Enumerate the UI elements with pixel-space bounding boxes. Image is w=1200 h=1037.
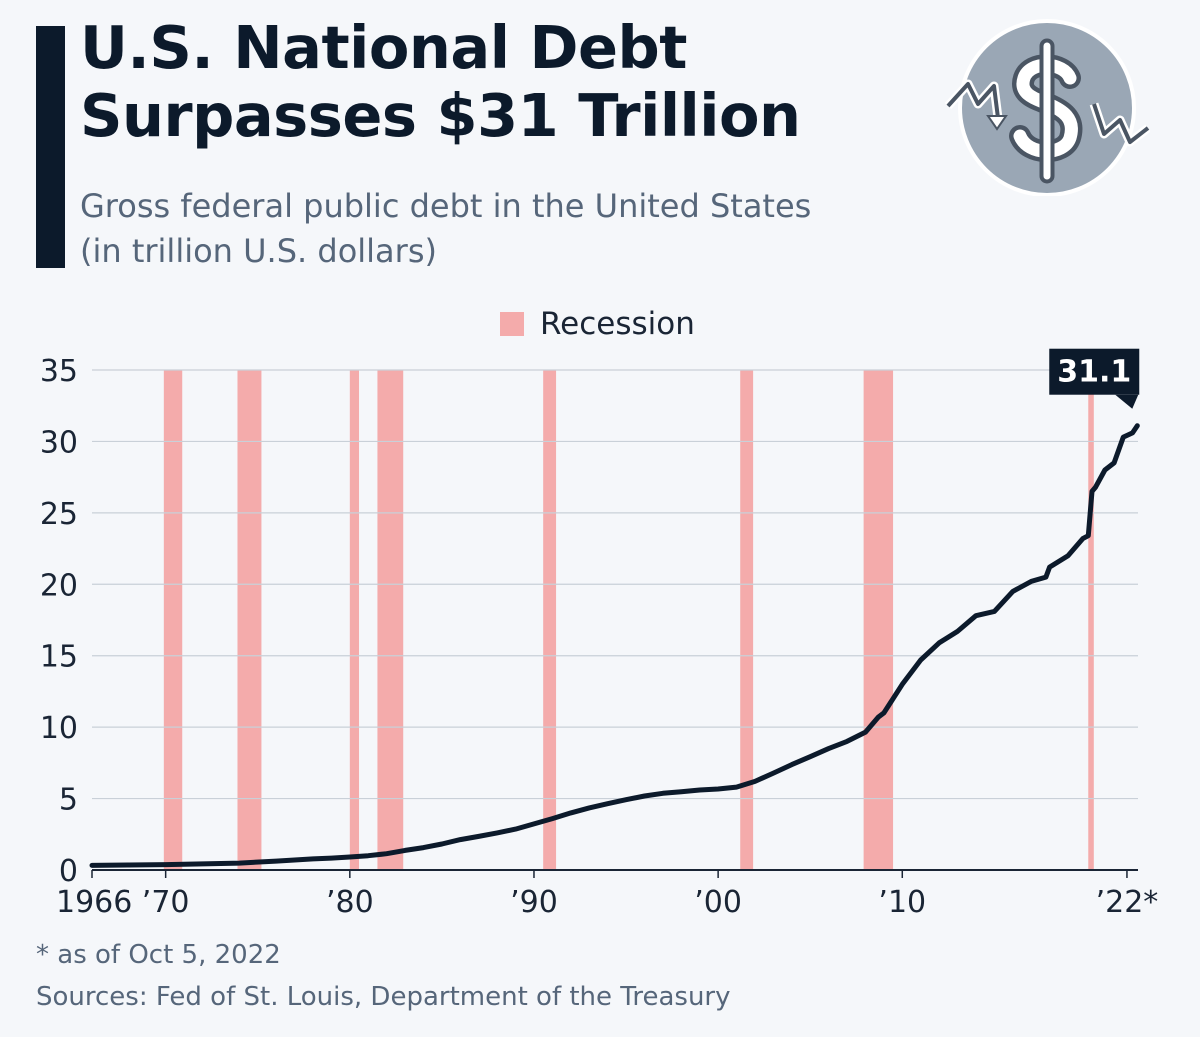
x-tick-label: ’90 — [510, 885, 558, 920]
subtitle-line-1: Gross federal public debt in the United … — [80, 187, 812, 225]
y-tick-label: 0 — [59, 854, 78, 889]
debt-line — [89, 423, 1140, 868]
debt-series — [89, 423, 1140, 868]
recession-band — [543, 370, 557, 870]
x-tick-label: ’10 — [878, 885, 926, 920]
y-tick-label: 30 — [40, 425, 78, 460]
title-line-2: Surpasses $31 Trillion — [80, 81, 801, 150]
y-tick-label: 10 — [40, 711, 78, 746]
chart-legend: Recession — [500, 304, 695, 344]
x-tick-label: ’70 — [142, 885, 190, 920]
recession-band — [163, 370, 183, 870]
callout-box — [1049, 348, 1140, 395]
recession-band — [863, 370, 894, 870]
y-tick-label: 5 — [59, 783, 78, 818]
recession-band — [740, 370, 754, 870]
recession-band — [1088, 370, 1094, 870]
x-tick-label: ’80 — [326, 885, 374, 920]
callout-value: 31.1 — [1057, 355, 1131, 390]
footnote: * as of Oct 5, 2022 — [36, 940, 281, 970]
x-axis: 1966 ’70 ’80 ’90 ’00 ’10 ’22* — [56, 870, 1158, 920]
title-line-1: U.S. National Debt — [80, 13, 687, 82]
x-tick-label: 1966 — [56, 885, 132, 920]
dollar-coin-icon — [944, 19, 1150, 196]
y-tick-label: 35 — [40, 354, 78, 389]
subtitle-line-2: (in trillion U.S. dollars) — [80, 232, 437, 270]
callout-pointer — [1115, 394, 1139, 409]
gridlines — [92, 369, 1138, 871]
y-axis: 0 5 10 15 20 25 30 35 — [40, 354, 78, 889]
recession-band — [349, 370, 360, 870]
x-tick-label: ’22* — [1096, 885, 1159, 920]
y-tick-label: 20 — [40, 568, 78, 603]
recession-band — [377, 370, 404, 870]
legend-recession-label: Recession — [540, 306, 695, 342]
sources: Sources: Fed of St. Louis, Department of… — [36, 982, 731, 1012]
last-value-callout: 31.1 — [1049, 348, 1140, 409]
y-tick-label: 15 — [40, 640, 78, 675]
chart-subtitle: Gross federal public debt in the United … — [80, 184, 811, 274]
title-accent-bar — [36, 26, 65, 268]
chart-title: U.S. National Debt Surpasses $31 Trillio… — [80, 14, 801, 150]
legend-recession-swatch — [500, 312, 524, 336]
debt-line-chart: 0 5 10 15 20 25 30 35 1966 ’70 ’80 ’90 ’00 ’10 ’22* 3… — [40, 348, 1158, 920]
recession-band — [237, 370, 262, 870]
recession-bands — [163, 370, 1094, 870]
y-tick-label: 25 — [40, 497, 78, 532]
x-tick-label: ’00 — [694, 885, 742, 920]
